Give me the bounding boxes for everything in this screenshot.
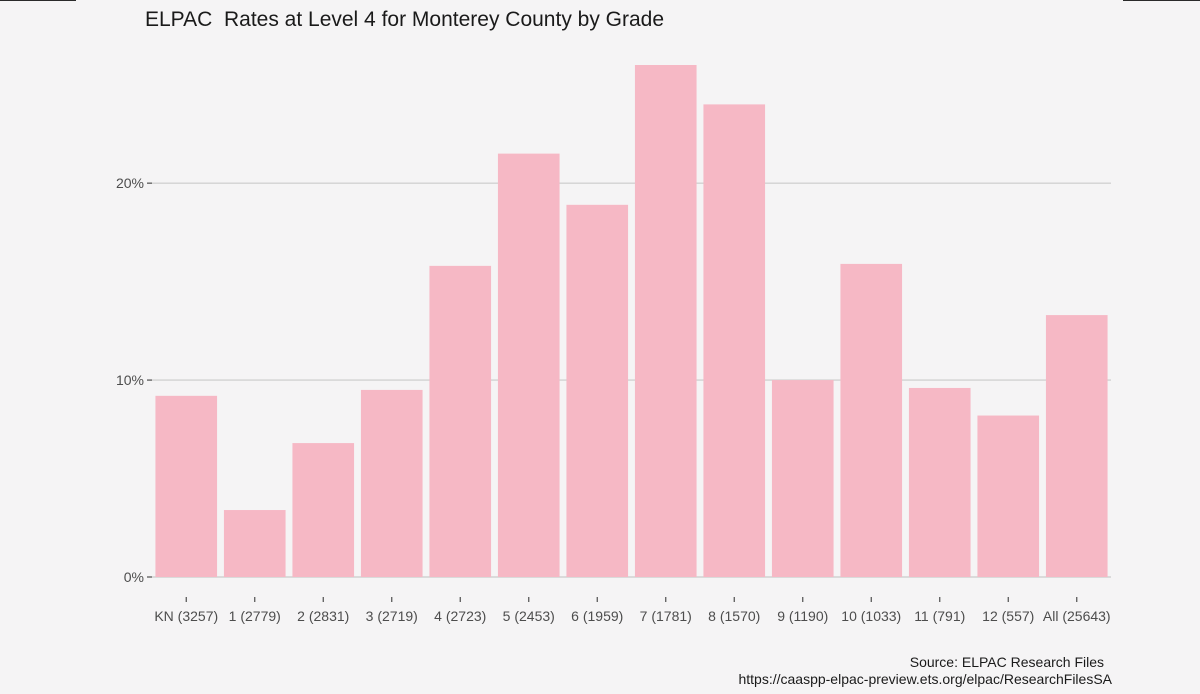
- bar: [429, 265, 492, 577]
- bar: [840, 263, 903, 577]
- bar: [360, 389, 423, 577]
- bar: [292, 443, 355, 577]
- bar: [566, 204, 629, 578]
- y-tick-label: 0%: [124, 569, 144, 585]
- x-tick-label: 5 (2453): [503, 608, 555, 624]
- source-label: Source: ELPAC Research Files: [909, 654, 1104, 670]
- bar: [497, 153, 560, 577]
- y-tick-label: 10%: [116, 372, 144, 388]
- chart-title: ELPAC Rates at Level 4 for Monterey Coun…: [145, 8, 664, 31]
- x-tick-label: KN (3257): [154, 608, 218, 624]
- source-url: https://caaspp-elpac-preview.ets.org/elp…: [738, 671, 1112, 687]
- x-tick-label: 4 (2723): [434, 608, 486, 624]
- bar: [1045, 315, 1108, 577]
- x-tick-label: 10 (1033): [841, 608, 901, 624]
- axes: 0% 10% 20% KN (3257) 1 (2779) 2 (2831) 3 (2719…: [116, 175, 1111, 624]
- bar: [771, 380, 834, 577]
- bars: [155, 65, 1108, 578]
- bar: [223, 510, 286, 577]
- x-tick-label: 11 (791): [914, 608, 965, 624]
- bar: [634, 65, 697, 577]
- y-tick-label: 20%: [116, 175, 144, 191]
- top-border-left: [0, 0, 76, 1]
- bar: [977, 415, 1040, 577]
- bar: [703, 104, 766, 577]
- x-tick-label: 1 (2779): [229, 608, 281, 624]
- x-tick-label: 9 (1190): [777, 608, 828, 624]
- x-tick-label: 2 (2831): [297, 608, 349, 624]
- x-tick-label: 3 (2719): [366, 608, 418, 624]
- x-tick-label: 8 (1570): [708, 608, 760, 624]
- x-tick-label: All (25643): [1043, 608, 1111, 624]
- x-tick-label: 7 (1781): [640, 608, 692, 624]
- top-border-right: [1123, 0, 1200, 1]
- x-tick-label: 12 (557): [982, 608, 1034, 624]
- bar: [908, 387, 971, 577]
- bar: [155, 395, 218, 577]
- source-note: Source: ELPAC Research Files https://caa…: [730, 654, 1112, 688]
- x-tick-label: 6 (1959): [571, 608, 623, 624]
